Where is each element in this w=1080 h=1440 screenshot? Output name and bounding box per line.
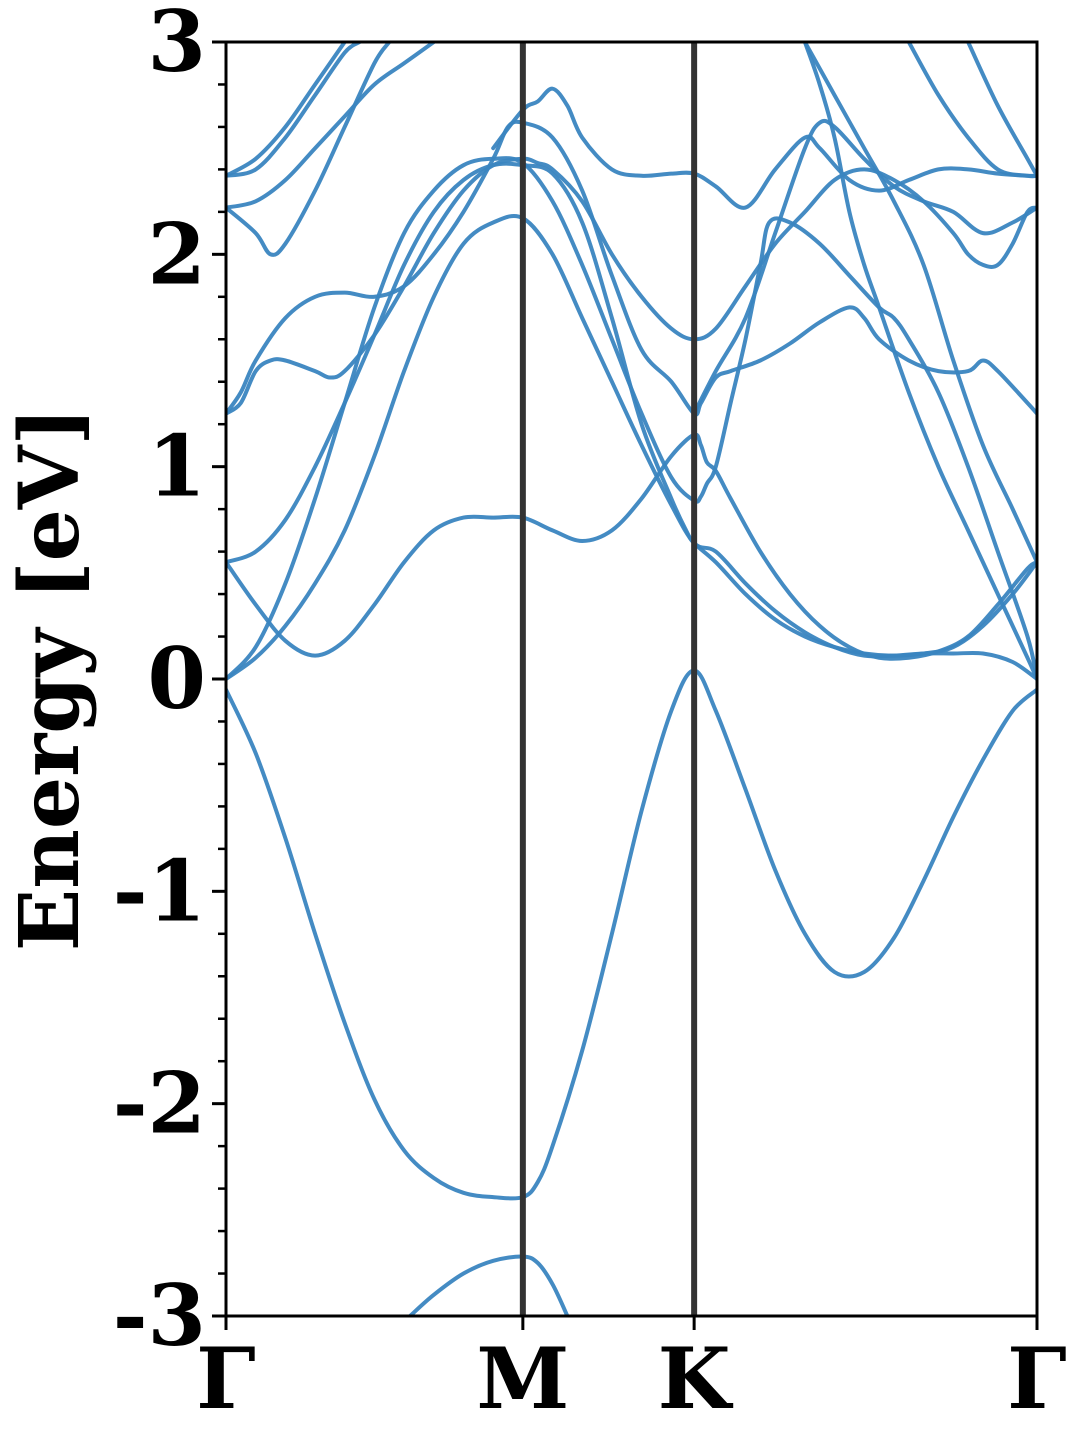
- y-tick-label: -1: [113, 841, 206, 940]
- band-line-2: [226, 432, 1037, 661]
- band-line-8: [226, 42, 436, 210]
- band-line-11: [226, 42, 347, 178]
- band-line-4: [226, 214, 1037, 681]
- y-tick-label: 3: [148, 0, 206, 91]
- x-tick-label-4: Γ: [1007, 1329, 1067, 1428]
- y-tick-label: 1: [148, 417, 206, 516]
- high-symmetry-separators: [519, 42, 698, 1316]
- y-tick-label: 0: [148, 629, 206, 728]
- band-line-1: [226, 668, 1037, 1201]
- x-tick-label-1: Γ: [196, 1329, 256, 1428]
- y-tick-label: 2: [148, 204, 206, 303]
- band-lines: [226, 42, 1037, 1316]
- tick-labels: -3 -2 -1 0 1 2 3 Γ M K Γ: [113, 0, 1067, 1428]
- x-tick-label-2: M: [476, 1329, 569, 1428]
- band-line-5: [226, 156, 1037, 681]
- band-line-18: [408, 1254, 570, 1316]
- x-tick-label-3: K: [658, 1329, 734, 1428]
- y-axis-label: Energy [eV]: [2, 407, 98, 951]
- axes: [212, 40, 1039, 1330]
- band-line-7: [226, 119, 1037, 417]
- band-line-15: [802, 42, 1037, 565]
- band-line-16: [906, 42, 1037, 179]
- y-tick-label: -2: [113, 1054, 206, 1153]
- band-line-6: [226, 156, 1037, 416]
- band-line-13: [692, 118, 1037, 416]
- band-line-12: [491, 86, 1037, 210]
- band-line-17: [966, 42, 1037, 178]
- band-line-10: [226, 42, 362, 178]
- band-line-9: [226, 42, 392, 257]
- band-line-14: [802, 42, 1037, 681]
- y-tick-label: -3: [113, 1266, 206, 1365]
- plot-frame: [224, 40, 1039, 1318]
